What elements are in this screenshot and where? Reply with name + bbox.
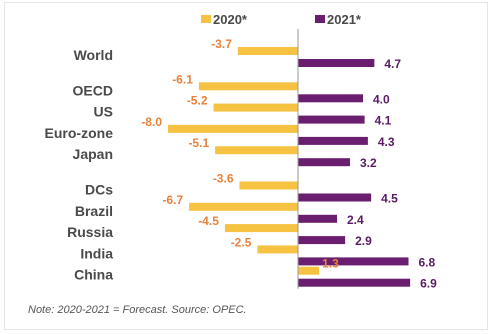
bar-2020-china xyxy=(298,266,320,275)
value-label-2020-brazil: -6.7 xyxy=(162,193,183,207)
legend-swatch-2020 xyxy=(201,15,211,23)
value-label-2021-euro-zone: 4.3 xyxy=(378,135,395,149)
value-label-2020-japan: -5.1 xyxy=(188,136,209,150)
category-label-euro-zone: Euro-zone xyxy=(45,125,114,141)
legend-label-2021: 2021* xyxy=(327,12,362,27)
value-label-2020-world: -3.7 xyxy=(211,37,232,51)
chart-container: World -3.7 4.7 OECD -6.1 4.0 US -5.2 4.1 Euro-zon… xyxy=(4,2,488,330)
bar-2020-world xyxy=(237,47,298,55)
bar-2020-russia xyxy=(224,224,298,233)
bar-2021-us xyxy=(298,115,365,124)
value-label-2021-dcs: 4.5 xyxy=(381,192,398,206)
category-label-china: China xyxy=(74,267,113,283)
value-label-2021-us: 4.1 xyxy=(375,114,392,128)
value-label-2021-russia: 2.9 xyxy=(355,234,372,248)
value-label-2021-world: 4.7 xyxy=(384,57,401,71)
bar-2021-dcs xyxy=(298,193,372,202)
bar-2020-japan xyxy=(215,146,298,155)
value-label-2020-euro-zone: -8.0 xyxy=(141,115,162,129)
value-label-2021-india: 6.8 xyxy=(419,255,436,269)
bar-2020-india xyxy=(257,245,298,254)
value-label-2020-russia: -4.5 xyxy=(198,214,219,228)
value-label-2021-brazil: 2.4 xyxy=(347,213,364,227)
category-label-dcs: DCs xyxy=(85,182,113,198)
category-label-japan: Japan xyxy=(73,146,113,162)
bar-2021-india xyxy=(298,257,409,266)
value-label-2021-china: 6.9 xyxy=(420,277,437,291)
bar-2020-dcs xyxy=(239,181,298,190)
value-label-2020-india: -2.5 xyxy=(231,235,252,249)
value-label-2020-oecd: -6.1 xyxy=(172,72,193,86)
bar-2020-euro-zone xyxy=(168,124,298,133)
bar-chart: World -3.7 4.7 OECD -6.1 4.0 US -5.2 4.1 Euro-zon… xyxy=(45,12,438,291)
legend-label-2020: 2020* xyxy=(213,12,248,27)
value-label-2021-japan: 3.2 xyxy=(360,156,377,170)
bar-2021-world xyxy=(298,59,375,67)
bar-2021-china xyxy=(298,278,411,287)
bar-2020-brazil xyxy=(189,202,298,211)
bar-2021-oecd xyxy=(298,94,363,103)
bar-2021-japan xyxy=(298,158,350,167)
bar-2021-euro-zone xyxy=(298,136,368,145)
value-label-2020-dcs: -3.6 xyxy=(213,172,234,186)
bar-2021-brazil xyxy=(298,214,337,223)
category-label-oecd: OECD xyxy=(73,82,113,98)
category-label-russia: Russia xyxy=(67,224,113,240)
bar-2020-oecd xyxy=(198,82,298,91)
category-label-us: US xyxy=(94,104,113,120)
value-label-2020-us: -5.2 xyxy=(187,94,208,108)
category-label-brazil: Brazil xyxy=(75,203,113,219)
category-label-india: India xyxy=(80,245,113,261)
chart-note: Note: 2020-2021 = Forecast. Source: OPEC… xyxy=(28,304,247,316)
bar-2020-us xyxy=(213,103,298,112)
value-label-2020-china: 1.3 xyxy=(322,257,339,271)
category-label-world: World xyxy=(74,47,113,63)
bar-2021-russia xyxy=(298,236,346,245)
legend-swatch-2021 xyxy=(315,15,325,23)
value-label-2021-oecd: 4.0 xyxy=(373,92,390,106)
